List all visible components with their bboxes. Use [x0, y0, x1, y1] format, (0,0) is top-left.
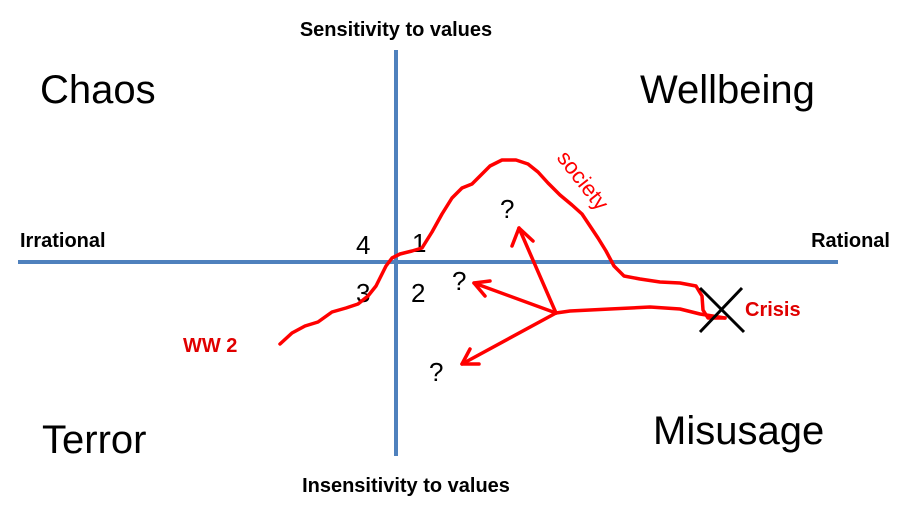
arrow-up-head: [510, 226, 535, 248]
society-label: society: [552, 146, 614, 215]
quadrant-label-misusage: Misusage: [653, 409, 824, 453]
question-mark-middle: ?: [452, 266, 466, 296]
ww2-label: WW 2: [183, 335, 237, 357]
quadrant-number-2: 2: [411, 278, 425, 308]
axis-label-right: Rational: [811, 230, 890, 252]
question-mark-bottom: ?: [429, 357, 443, 387]
axis-label-bottom: Insensitivity to values: [302, 475, 510, 497]
branch-arrows: [460, 226, 558, 366]
quadrant-number-4: 4: [356, 230, 370, 260]
quadrant-label-terror: Terror: [42, 418, 146, 462]
society-curve: [278, 158, 727, 346]
crisis-trajectory-line: [554, 305, 727, 320]
quadrant-label-wellbeing: Wellbeing: [640, 68, 815, 112]
crisis-x-mark: [698, 286, 746, 334]
crisis-label: Crisis: [745, 299, 801, 321]
arrow-left-line: [472, 281, 558, 315]
quadrant-label-chaos: Chaos: [40, 68, 156, 112]
arrow-down-head: [460, 347, 481, 366]
arrow-left-head: [472, 279, 492, 298]
axis-label-top: Sensitivity to values: [300, 19, 492, 41]
arrow-down-line: [460, 311, 558, 366]
axis-label-left: Irrational: [20, 230, 106, 252]
arrow-up-line: [517, 226, 558, 315]
question-mark-top: ?: [500, 194, 514, 224]
